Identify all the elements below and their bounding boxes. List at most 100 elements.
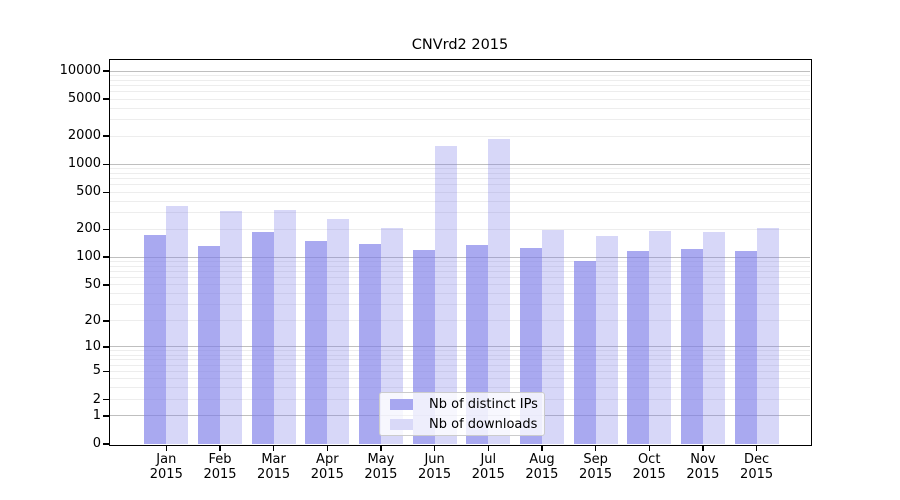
bar-downloads-jan bbox=[166, 206, 189, 444]
gridline-minor bbox=[110, 293, 810, 295]
y-tick-label: 10 bbox=[84, 338, 101, 354]
x-tick-label: Jan 2015 bbox=[149, 452, 183, 482]
gridline-minor bbox=[110, 168, 810, 169]
y-tick-mark bbox=[103, 415, 109, 417]
x-tick-label: Mar 2015 bbox=[257, 452, 291, 482]
y-tick-label: 500 bbox=[76, 184, 101, 200]
x-tick-label: Jul 2015 bbox=[471, 452, 505, 482]
gridline-minor bbox=[110, 74, 810, 76]
bar-downloads-sep bbox=[595, 235, 618, 444]
gridline-minor bbox=[110, 84, 810, 86]
bar-downloads-apr bbox=[327, 219, 350, 444]
gridline-minor bbox=[110, 270, 810, 272]
y-tick-label: 1000 bbox=[67, 156, 101, 172]
gridline-minor bbox=[110, 320, 810, 322]
gridline-minor bbox=[110, 378, 810, 380]
y-tick-mark bbox=[103, 228, 109, 230]
legend-item-downloads: Nb of downloads bbox=[380, 414, 544, 434]
y-tick-label: 50 bbox=[84, 276, 101, 292]
x-tick-mark bbox=[380, 445, 382, 451]
gridline-minor bbox=[110, 79, 810, 81]
y-tick-label: 5 bbox=[92, 363, 101, 379]
gridline-minor bbox=[110, 304, 810, 306]
y-tick-mark bbox=[103, 398, 109, 401]
x-tick-mark bbox=[648, 445, 650, 451]
y-tick-label: 2000 bbox=[67, 128, 101, 144]
bar-downloads-feb bbox=[220, 211, 242, 444]
x-tick-label: Nov 2015 bbox=[686, 452, 720, 482]
x-tick-label: Oct 2015 bbox=[632, 452, 666, 482]
y-tick-mark bbox=[103, 98, 109, 100]
bar-downloads-nov bbox=[702, 231, 725, 444]
gridline-minor bbox=[110, 200, 810, 202]
gridline-minor bbox=[110, 260, 810, 262]
x-tick-label: Sep 2015 bbox=[579, 452, 613, 482]
bar-downloads-dec bbox=[756, 228, 779, 444]
chart-title: CNVrd2 2015 bbox=[411, 37, 509, 53]
y-tick-label: 200 bbox=[76, 221, 101, 237]
bar-downloads-aug bbox=[541, 230, 564, 444]
x-tick-label: Aug 2015 bbox=[525, 452, 559, 482]
x-tick-label: May 2015 bbox=[364, 452, 398, 482]
y-tick-label: 1 bbox=[92, 407, 101, 423]
y-tick-mark bbox=[103, 443, 109, 445]
gridline-minor bbox=[110, 119, 810, 121]
x-tick-mark bbox=[433, 445, 436, 451]
y-tick-mark bbox=[103, 191, 109, 193]
legend-swatch-downloads bbox=[390, 418, 413, 430]
y-tick-mark bbox=[103, 135, 109, 137]
y-tick-label: 100 bbox=[76, 249, 101, 265]
gridline-minor bbox=[110, 212, 810, 214]
gridline-minor bbox=[110, 370, 810, 372]
gridline-minor bbox=[110, 359, 810, 361]
bar-distinct-ips-dec bbox=[734, 250, 757, 444]
gridline-minor bbox=[110, 135, 810, 137]
bar-downloads-jul bbox=[488, 139, 511, 444]
y-tick-mark bbox=[103, 256, 109, 258]
bar-downloads-jun bbox=[434, 145, 457, 444]
y-tick-mark bbox=[103, 163, 109, 165]
gridline-minor bbox=[110, 184, 810, 186]
gridline-minor bbox=[110, 91, 810, 93]
bar-downloads-may bbox=[380, 227, 403, 444]
x-tick-label: Feb 2015 bbox=[203, 452, 237, 482]
gridline-minor bbox=[110, 354, 810, 356]
y-tick-mark bbox=[103, 346, 109, 348]
gridline-minor bbox=[110, 191, 810, 193]
gridline-minor bbox=[110, 178, 810, 180]
gridline-major bbox=[110, 256, 810, 258]
x-tick-mark bbox=[541, 445, 543, 451]
gridlines-layer bbox=[110, 60, 810, 444]
legend-label-downloads: Nb of downloads bbox=[429, 416, 538, 432]
legend-label-distinct-ips: Nb of distinct IPs bbox=[429, 396, 538, 412]
bar-downloads-oct bbox=[649, 230, 672, 444]
y-tick-label: 10000 bbox=[59, 63, 101, 78]
gridline-major bbox=[110, 163, 810, 165]
bar-distinct-ips-may bbox=[358, 243, 381, 444]
y-tick-mark bbox=[103, 370, 109, 373]
y-tick-label: 0 bbox=[92, 436, 101, 451]
bar-distinct-ips-sep bbox=[573, 260, 596, 444]
gridline-minor bbox=[110, 350, 810, 352]
x-tick-mark bbox=[487, 445, 489, 451]
y-tick-mark bbox=[103, 70, 109, 72]
x-tick-mark bbox=[165, 445, 168, 451]
legend: Nb of distinct IPs Nb of downloads bbox=[379, 392, 545, 436]
gridline-major bbox=[110, 70, 810, 72]
gridline-minor bbox=[110, 228, 810, 230]
gridline-minor bbox=[110, 277, 810, 278]
y-tick-label: 5000 bbox=[67, 91, 101, 107]
gridline-minor bbox=[110, 284, 810, 286]
bar-distinct-ips-feb bbox=[198, 246, 220, 444]
x-tick-mark bbox=[326, 445, 328, 451]
x-tick-mark bbox=[755, 445, 758, 451]
x-tick-mark bbox=[594, 445, 597, 451]
bar-distinct-ips-nov bbox=[680, 248, 703, 444]
legend-item-distinct-ips: Nb of distinct IPs bbox=[380, 394, 544, 414]
bar-distinct-ips-apr bbox=[305, 240, 328, 444]
x-tick-mark bbox=[219, 445, 221, 451]
bar-distinct-ips-mar bbox=[251, 231, 274, 444]
gridline-minor bbox=[110, 387, 810, 389]
x-tick-mark bbox=[272, 445, 275, 451]
